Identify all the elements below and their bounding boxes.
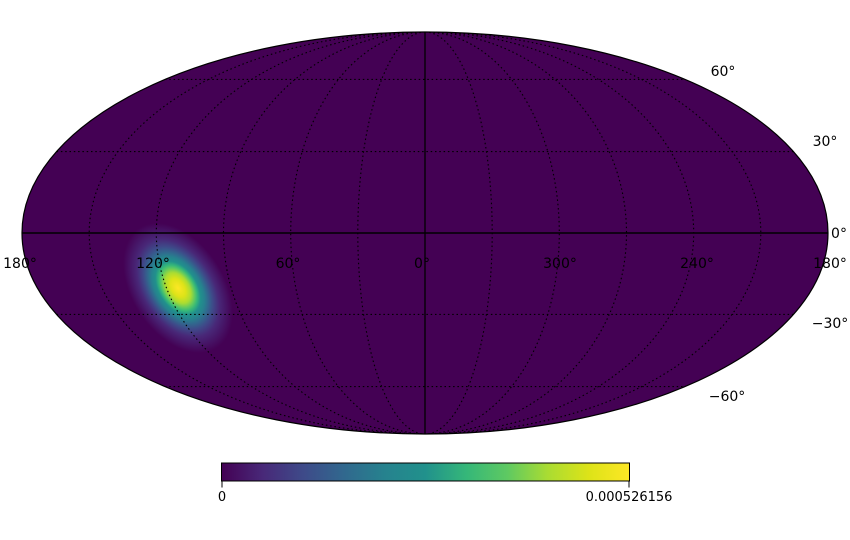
lat-label-30n: 30° [813,134,838,150]
hotspot-layer [113,211,243,365]
lon-label-240: 240° [680,256,714,272]
graticule-grid [22,32,828,434]
lon-label-180-left: 180° [3,256,37,272]
map-outline-ellipse [21,31,829,435]
probability-hotspot-blob [113,211,243,365]
lon-label-60: 60° [276,256,301,272]
lon-label-120: 120° [136,256,170,272]
lat-label-60s: −60° [709,389,746,405]
colorbar-gradient-bar [221,462,630,482]
colorbar-max-label: 0.000526156 [586,490,673,505]
meridian-90w [222,32,426,434]
colorbar: 0 0.000526156 [218,462,673,505]
lat-label-0: 0° [831,226,847,242]
lon-label-180-right: 180° [813,256,847,272]
meridian-90e [424,32,628,434]
lat-label-30s: −30° [812,316,849,332]
longitude-labels: 180° 120° 60° 0° 300° 240° 180° [3,256,847,272]
lon-label-0: 0° [414,256,430,272]
colorbar-min-label: 0 [218,490,226,505]
latitude-labels: 60° 30° 0° −30° −60° [709,64,849,405]
lat-label-60n: 60° [711,64,736,80]
lon-label-300: 300° [543,256,577,272]
